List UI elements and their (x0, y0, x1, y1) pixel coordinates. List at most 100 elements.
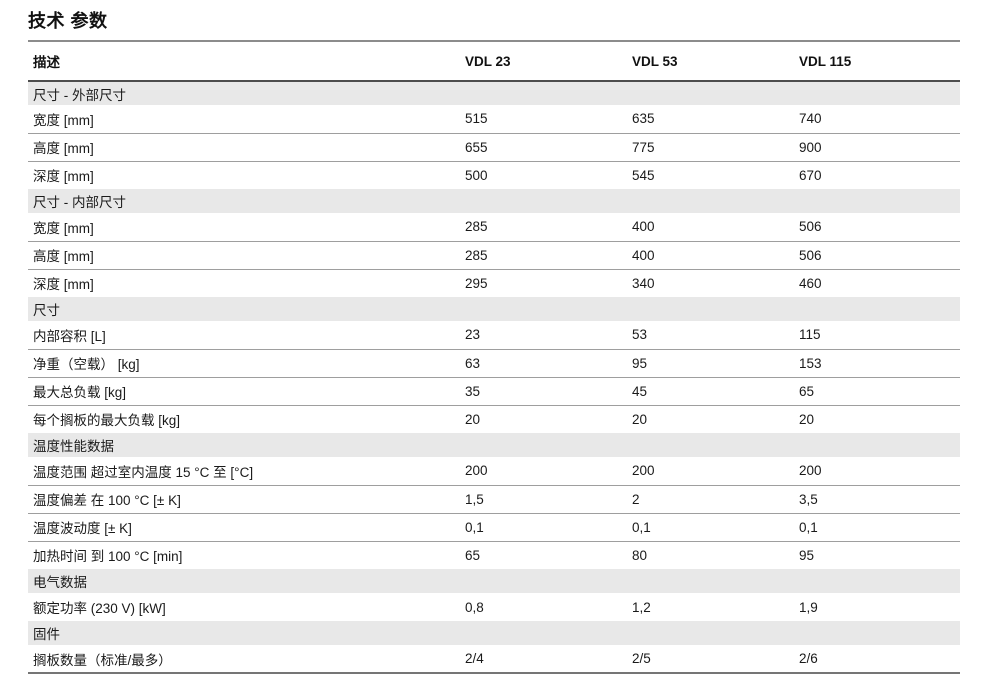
section-title: 尺寸 - 内部尺寸 (28, 189, 960, 213)
row-value: 115 (799, 321, 960, 349)
table-row: 净重（空载） [kg] 63 95 153 (28, 348, 960, 377)
row-value: 295 (465, 268, 632, 297)
row-value: 35 (465, 376, 632, 405)
row-value: 63 (465, 348, 632, 377)
row-value: 200 (465, 457, 632, 485)
row-value: 0,1 (632, 512, 799, 541)
row-value: 460 (799, 268, 960, 297)
row-value: 400 (632, 213, 799, 241)
row-value: 200 (632, 457, 799, 485)
row-value: 285 (465, 213, 632, 241)
row-label: 宽度 [mm] (28, 105, 465, 133)
row-label: 温度波动度 [± K] (28, 512, 465, 541)
section-title: 电气数据 (28, 569, 960, 593)
row-value: 1,9 (799, 593, 960, 621)
table-row: 深度 [mm] 500 545 670 (28, 160, 960, 189)
row-label: 每个搁板的最大负载 [kg] (28, 404, 465, 433)
row-value: 20 (465, 404, 632, 433)
section-title: 温度性能数据 (28, 433, 960, 457)
table-row: 温度波动度 [± K] 0,1 0,1 0,1 (28, 512, 960, 541)
row-value: 740 (799, 105, 960, 133)
row-value: 2/4 (465, 645, 632, 673)
row-label: 深度 [mm] (28, 268, 465, 297)
row-value: 1,2 (632, 593, 799, 621)
table-row: 加热时间 到 100 °C [min] 65 80 95 (28, 540, 960, 569)
row-label: 最大总负载 [kg] (28, 376, 465, 405)
section-title: 尺寸 (28, 297, 960, 321)
table-row: 额定功率 (230 V) [kW] 0,8 1,2 1,9 (28, 593, 960, 621)
section-header-row: 尺寸 - 外部尺寸 (28, 81, 960, 105)
row-value: 900 (799, 132, 960, 161)
row-value: 340 (632, 268, 799, 297)
table-row: 最大总负载 [kg] 35 45 65 (28, 376, 960, 405)
table-row: 温度偏差 在 100 °C [± K] 1,5 2 3,5 (28, 484, 960, 513)
section-header-row: 尺寸 - 内部尺寸 (28, 189, 960, 213)
row-label: 高度 [mm] (28, 132, 465, 161)
column-header-vdl23: VDL 23 (465, 40, 632, 82)
row-value: 0,1 (799, 512, 960, 541)
row-value: 2/6 (799, 645, 960, 673)
row-value: 515 (465, 105, 632, 133)
table-row: 深度 [mm] 295 340 460 (28, 268, 960, 297)
row-value: 2/5 (632, 645, 799, 673)
column-header-description: 描述 (28, 40, 465, 82)
row-value: 506 (799, 240, 960, 269)
row-label: 深度 [mm] (28, 160, 465, 189)
spec-table-body: 尺寸 - 外部尺寸 宽度 [mm] 515 635 740 高度 [mm] 655 775 90… (28, 81, 960, 673)
row-value: 545 (632, 160, 799, 189)
table-row: 高度 [mm] 285 400 506 (28, 240, 960, 269)
row-value: 506 (799, 213, 960, 241)
section-header-row: 电气数据 (28, 569, 960, 593)
row-value: 2 (632, 484, 799, 513)
table-row: 温度范围 超过室内温度 15 °C 至 [°C] 200 200 200 (28, 457, 960, 485)
row-value: 775 (632, 132, 799, 161)
row-value: 65 (465, 540, 632, 569)
row-value: 20 (632, 404, 799, 433)
row-value: 80 (632, 540, 799, 569)
row-label: 额定功率 (230 V) [kW] (28, 593, 465, 621)
table-row: 每个搁板的最大负载 [kg] 20 20 20 (28, 404, 960, 433)
row-value: 655 (465, 132, 632, 161)
row-value: 65 (799, 376, 960, 405)
header-row: 描述 VDL 23 VDL 53 VDL 115 (28, 40, 960, 82)
table-row: 宽度 [mm] 515 635 740 (28, 105, 960, 133)
table-row: 宽度 [mm] 285 400 506 (28, 213, 960, 241)
row-value: 285 (465, 240, 632, 269)
row-label: 高度 [mm] (28, 240, 465, 269)
row-label: 宽度 [mm] (28, 213, 465, 241)
table-row: 内部容积 [L] 23 53 115 (28, 321, 960, 349)
section-header-row: 固件 (28, 621, 960, 645)
row-value: 400 (632, 240, 799, 269)
row-value: 1,5 (465, 484, 632, 513)
row-label: 温度范围 超过室内温度 15 °C 至 [°C] (28, 457, 465, 485)
spec-table: 描述 VDL 23 VDL 53 VDL 115 尺寸 - 外部尺寸 宽度 [mm… (28, 40, 960, 674)
row-value: 500 (465, 160, 632, 189)
page-title: 技术 参数 (28, 11, 108, 31)
row-value: 95 (799, 540, 960, 569)
column-header-vdl53: VDL 53 (632, 40, 799, 82)
section-title: 尺寸 - 外部尺寸 (28, 81, 960, 105)
row-value: 0,8 (465, 593, 632, 621)
row-value: 95 (632, 348, 799, 377)
row-value: 23 (465, 321, 632, 349)
row-value: 670 (799, 160, 960, 189)
row-label: 加热时间 到 100 °C [min] (28, 540, 465, 569)
table-row: 搁板数量（标准/最多） 2/4 2/5 2/6 (28, 645, 960, 673)
spec-table-header: 描述 VDL 23 VDL 53 VDL 115 (28, 40, 960, 82)
row-value: 53 (632, 321, 799, 349)
row-label: 搁板数量（标准/最多） (28, 645, 465, 673)
row-label: 内部容积 [L] (28, 321, 465, 349)
row-label: 净重（空载） [kg] (28, 348, 465, 377)
section-header-row: 尺寸 (28, 297, 960, 321)
row-value: 20 (799, 404, 960, 433)
section-header-row: 温度性能数据 (28, 433, 960, 457)
row-value: 635 (632, 105, 799, 133)
row-value: 0,1 (465, 512, 632, 541)
row-value: 45 (632, 376, 799, 405)
column-header-vdl115: VDL 115 (799, 40, 960, 82)
row-label: 温度偏差 在 100 °C [± K] (28, 484, 465, 513)
table-row: 高度 [mm] 655 775 900 (28, 132, 960, 161)
row-value: 3,5 (799, 484, 960, 513)
section-title: 固件 (28, 621, 960, 645)
